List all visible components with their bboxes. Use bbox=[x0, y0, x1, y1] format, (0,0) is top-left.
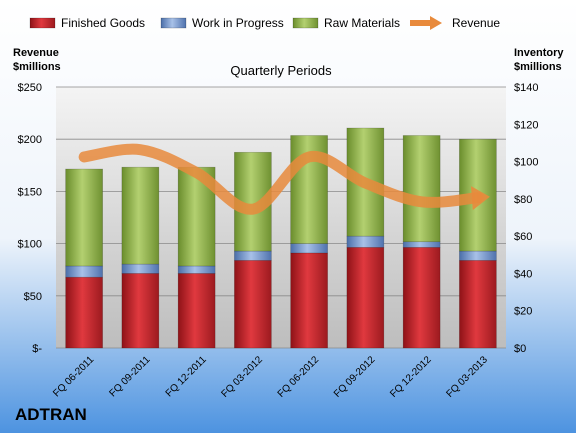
bar-work-in-progress bbox=[177, 265, 216, 274]
left-tick-label: $150 bbox=[18, 186, 42, 198]
right-tick-label: $20 bbox=[514, 306, 532, 318]
bar-work-in-progress bbox=[65, 265, 103, 278]
bar-finished-goods bbox=[234, 260, 272, 349]
bar-finished-goods bbox=[290, 252, 328, 349]
left-tick-label: $50 bbox=[24, 291, 42, 303]
bar-work-in-progress bbox=[290, 243, 328, 254]
right-tick-label: $120 bbox=[514, 119, 538, 131]
bar-finished-goods bbox=[346, 247, 385, 349]
legend-swatch-finished-goods bbox=[29, 17, 56, 29]
left-tick-label: $200 bbox=[18, 134, 42, 146]
right-tick-label: $140 bbox=[514, 82, 538, 94]
right-axis-label-line1: Inventory bbox=[514, 47, 564, 59]
bar-work-in-progress bbox=[234, 250, 272, 261]
bar-finished-goods bbox=[65, 276, 103, 349]
bar-work-in-progress bbox=[402, 241, 441, 248]
left-axis-label-line2: $millions bbox=[13, 61, 61, 73]
left-axis-label-line1: Revenue bbox=[13, 47, 59, 59]
revenue-line bbox=[78, 143, 484, 215]
right-tick-label: $60 bbox=[514, 231, 532, 243]
legend-swatch-work-in-progress bbox=[160, 17, 187, 29]
bar-raw-materials bbox=[121, 166, 160, 265]
left-tick-label: $250 bbox=[18, 82, 42, 94]
legend-label-raw-materials: Raw Materials bbox=[324, 16, 400, 30]
bar-raw-materials bbox=[65, 168, 103, 267]
right-tick-label: $40 bbox=[514, 268, 532, 280]
right-tick-label: $80 bbox=[514, 194, 532, 206]
revenue-line-group bbox=[78, 143, 490, 215]
company-name: ADTRAN bbox=[15, 405, 87, 424]
left-tick-label: $100 bbox=[18, 239, 42, 251]
legend-label-revenue: Revenue bbox=[452, 16, 500, 30]
bar-work-in-progress bbox=[121, 263, 160, 274]
legend-label-finished-goods: Finished Goods bbox=[61, 16, 145, 30]
bar-finished-goods bbox=[402, 247, 441, 349]
legend-arrow-icon bbox=[430, 16, 442, 30]
left-tick-label: $- bbox=[32, 343, 42, 355]
bar-finished-goods bbox=[177, 273, 216, 349]
bar-finished-goods bbox=[121, 273, 160, 349]
legend-label-work-in-progress: Work in Progress bbox=[192, 16, 284, 30]
right-axis-label-line2: $millions bbox=[514, 61, 562, 73]
legend: Finished Goods Work in Progress Raw Materi… bbox=[29, 16, 500, 30]
bar-work-in-progress bbox=[459, 250, 497, 261]
bar-raw-materials bbox=[402, 135, 441, 243]
right-tick-label: $100 bbox=[514, 157, 538, 169]
right-tick-label: $0 bbox=[514, 343, 526, 355]
legend-swatch-raw-materials bbox=[292, 17, 319, 29]
bar-finished-goods bbox=[459, 260, 497, 349]
revenue-arrowhead bbox=[471, 186, 490, 211]
chart-title: Quarterly Periods bbox=[230, 63, 332, 78]
bar-work-in-progress bbox=[346, 235, 385, 248]
